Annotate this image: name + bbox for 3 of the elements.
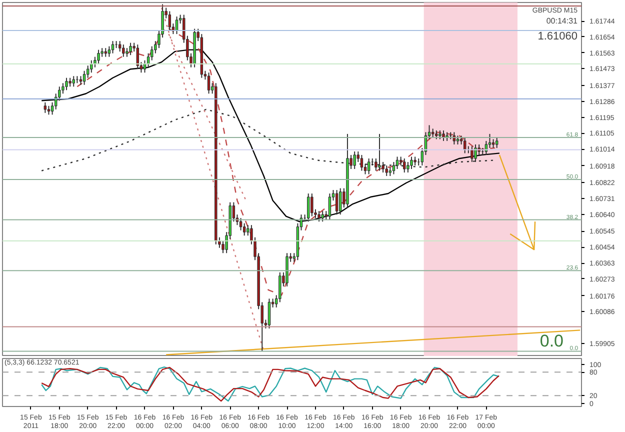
annotation: 0.0 xyxy=(540,332,564,350)
annotation: 00:14:31 xyxy=(546,16,578,26)
annotation: 1.61060 xyxy=(538,30,578,42)
